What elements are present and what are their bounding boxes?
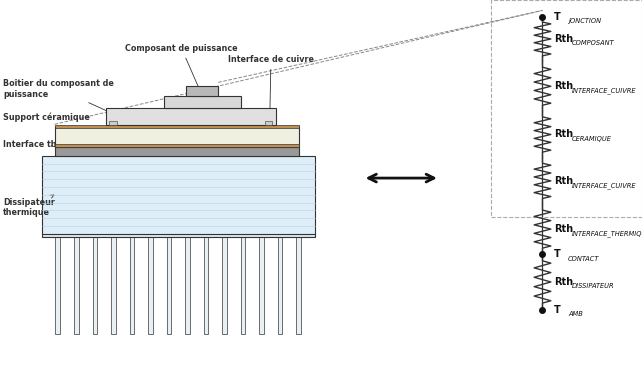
Text: INTERFACE_CUIVRE: INTERFACE_CUIVRE (572, 87, 636, 94)
Bar (204, 234, 208, 334)
Bar (148, 234, 153, 334)
Text: T: T (554, 249, 561, 259)
Text: Interface de cuivre: Interface de cuivre (228, 55, 314, 123)
Text: CERAMIQUE: CERAMIQUE (572, 136, 612, 142)
Bar (55, 234, 60, 334)
Bar (185, 234, 190, 334)
Bar (166, 234, 171, 334)
Text: T: T (554, 305, 561, 315)
Text: INTERFACE_THERMIQUE: INTERFACE_THERMIQUE (572, 230, 642, 237)
Bar (106, 108, 276, 125)
Text: COMPOSANT: COMPOSANT (572, 40, 614, 46)
Text: JONCTION: JONCTION (568, 18, 602, 24)
Bar (55, 126, 299, 147)
Bar (42, 233, 315, 237)
Bar (109, 121, 117, 125)
Bar (92, 234, 97, 334)
Text: CONTACT: CONTACT (568, 256, 600, 262)
Text: Support céramique: Support céramique (3, 112, 90, 134)
Text: Rth: Rth (554, 176, 573, 186)
Text: Rth: Rth (554, 34, 573, 44)
Text: Boîtier du composant de
puissance: Boîtier du composant de puissance (3, 79, 116, 115)
Bar (55, 147, 299, 156)
Bar (55, 125, 299, 128)
Bar (111, 234, 116, 334)
Bar (296, 234, 301, 334)
Bar (265, 121, 272, 125)
Bar (164, 96, 241, 108)
Text: Composant de puissance: Composant de puissance (125, 44, 238, 92)
Text: Interface thermique: Interface thermique (3, 140, 94, 150)
Bar (74, 234, 79, 334)
Bar (42, 156, 315, 234)
Text: Rth: Rth (554, 224, 573, 234)
Text: Rth: Rth (554, 81, 573, 91)
Text: Rth: Rth (554, 277, 573, 287)
Bar (55, 144, 299, 147)
Bar (277, 234, 282, 334)
Bar (130, 234, 134, 334)
Text: AMB: AMB (568, 311, 583, 317)
Text: DISSIPATEUR: DISSIPATEUR (572, 283, 614, 289)
Bar (491, 0, 642, 217)
Text: T: T (554, 12, 561, 22)
Bar (259, 234, 264, 334)
Text: Rth: Rth (554, 129, 573, 139)
Bar (241, 234, 245, 334)
Text: Dissipateur
thermique: Dissipateur thermique (3, 195, 55, 217)
Bar (186, 86, 218, 96)
Text: INTERFACE_CUIVRE: INTERFACE_CUIVRE (572, 182, 636, 189)
Bar (222, 234, 227, 334)
